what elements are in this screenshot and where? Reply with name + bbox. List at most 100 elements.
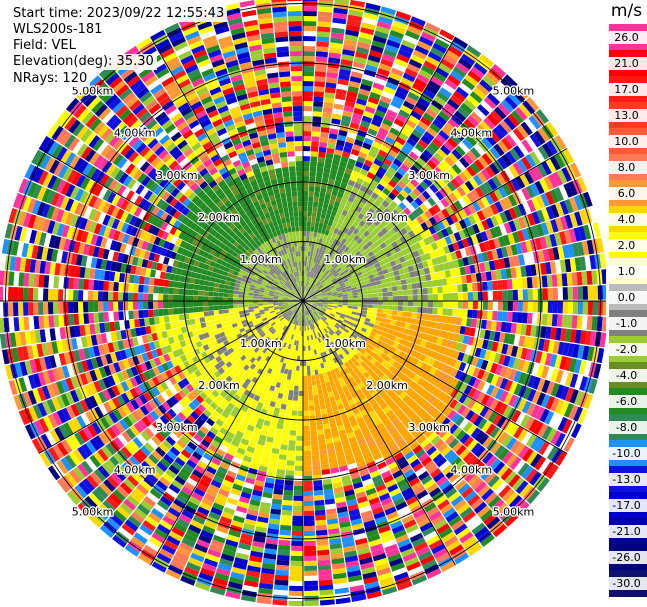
velocity-gate xyxy=(316,253,321,259)
velocity-gate xyxy=(367,293,373,298)
velocity-gate xyxy=(388,149,398,158)
velocity-gate xyxy=(383,86,396,96)
velocity-gate xyxy=(551,314,558,327)
velocity-gate xyxy=(372,301,378,305)
velocity-gate xyxy=(501,246,509,258)
velocity-gate xyxy=(330,210,337,217)
velocity-gate xyxy=(319,136,329,143)
velocity-gate xyxy=(375,154,385,163)
velocity-gate xyxy=(308,300,313,301)
velocity-gate xyxy=(366,286,373,291)
velocity-gate xyxy=(384,224,393,232)
velocity-gate xyxy=(357,212,365,220)
velocity-gate xyxy=(378,249,386,256)
velocity-gate xyxy=(305,286,307,292)
velocity-gate xyxy=(312,298,318,300)
velocity-gate xyxy=(560,370,569,385)
velocity-gate xyxy=(560,328,567,342)
velocity-gate xyxy=(376,238,384,245)
velocity-gate xyxy=(442,184,453,195)
velocity-gate xyxy=(361,310,368,315)
velocity-gate xyxy=(318,0,334,3)
velocity-gate xyxy=(327,296,333,299)
velocity-gate xyxy=(476,253,484,263)
velocity-gate xyxy=(421,246,429,254)
velocity-gate xyxy=(303,151,311,157)
velocity-gate xyxy=(309,236,313,242)
velocity-gate xyxy=(303,136,311,142)
velocity-gate xyxy=(335,175,343,182)
velocity-gate xyxy=(504,95,518,110)
velocity-gate xyxy=(429,342,437,351)
velocity-gate xyxy=(281,509,292,516)
velocity-gate xyxy=(549,156,561,171)
velocity-gate xyxy=(483,240,492,251)
velocity-gate xyxy=(403,185,413,195)
velocity-gate xyxy=(318,579,333,586)
velocity-gate xyxy=(525,348,533,361)
velocity-gate xyxy=(401,333,408,340)
velocity-gate xyxy=(396,310,403,317)
velocity-gate xyxy=(469,264,476,274)
velocity-gate xyxy=(343,172,351,180)
velocity-gate xyxy=(306,294,311,298)
velocity-gate xyxy=(404,68,418,78)
velocity-gate xyxy=(423,355,431,364)
velocity-gate xyxy=(297,410,303,417)
velocity-gate xyxy=(326,308,332,312)
velocity-gate xyxy=(443,141,455,152)
velocity-gate xyxy=(363,254,370,260)
velocity-gate xyxy=(414,351,422,360)
velocity-gate xyxy=(394,171,404,181)
velocity-gate xyxy=(531,390,542,404)
velocity-gate xyxy=(398,268,405,275)
velocity-gate xyxy=(557,245,565,260)
velocity-gate xyxy=(370,179,379,188)
velocity-gate xyxy=(331,27,345,35)
velocity-gate xyxy=(527,289,533,300)
velocity-gate xyxy=(388,34,403,44)
velocity-gate xyxy=(340,198,348,205)
velocity-gate xyxy=(411,209,420,219)
velocity-gate xyxy=(313,196,319,203)
velocity-gate xyxy=(483,117,496,130)
velocity-gate xyxy=(387,212,396,221)
velocity-gate xyxy=(348,278,355,283)
velocity-gate xyxy=(315,247,320,254)
velocity-gate xyxy=(414,124,426,135)
velocity-gate xyxy=(333,263,339,269)
velocity-gate xyxy=(362,164,371,172)
velocity-gate xyxy=(380,331,387,338)
velocity-gate xyxy=(347,179,356,187)
velocity-gate xyxy=(492,290,498,301)
velocity-gate xyxy=(555,327,562,341)
velocity-gate xyxy=(338,73,350,81)
velocity-gate xyxy=(450,223,458,234)
velocity-gate xyxy=(341,115,352,123)
velocity-gate xyxy=(397,290,403,296)
velocity-gate xyxy=(582,301,589,315)
velocity-gate xyxy=(526,199,536,213)
velocity-gate xyxy=(361,216,369,223)
velocity-gate xyxy=(344,189,352,196)
velocity-gate xyxy=(314,226,319,233)
velocity-gate xyxy=(343,319,349,324)
velocity-gate xyxy=(578,225,587,241)
velocity-gate xyxy=(530,238,538,252)
velocity-gate xyxy=(377,296,383,301)
velocity-gate xyxy=(303,490,314,496)
velocity-gate xyxy=(492,127,505,140)
velocity-gate xyxy=(432,232,440,242)
velocity-gate xyxy=(308,390,313,396)
velocity-gate xyxy=(558,185,569,200)
velocity-gate xyxy=(432,137,443,149)
velocity-gate xyxy=(304,590,319,596)
velocity-gate xyxy=(495,269,502,280)
velocity-gate xyxy=(391,175,400,184)
velocity-gate xyxy=(460,183,471,195)
velocity-gate xyxy=(335,240,341,247)
velocity-gate xyxy=(293,490,303,497)
velocity-gate xyxy=(382,296,388,301)
velocity-gate xyxy=(522,387,532,400)
velocity-gate xyxy=(470,147,482,159)
